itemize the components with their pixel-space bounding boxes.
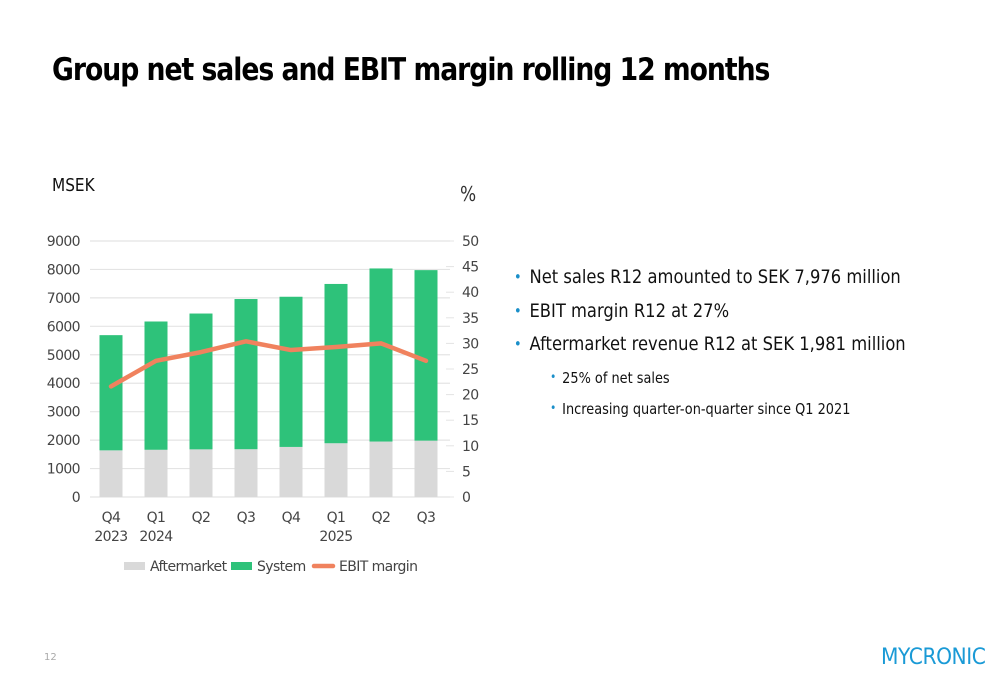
ebit-margin-line [108,339,429,389]
bar-system [189,313,213,450]
x-axis-tick-label: Q4 [102,510,121,526]
left-axis-ticks: 0 1000 2000 3000 4000 5000 6000 7000 8000 9000 [47,234,81,506]
net-sales-ebit-chart: 0 1000 2000 3000 4000 5000 6000 7000 8000 9000 0 5… [47,234,479,575]
bar-system [234,299,258,450]
legend-aftermarket-label: Aftermarket [150,559,228,575]
bar-aftermarket [99,450,123,497]
x-axis-tick-label: Q2 [372,510,391,526]
left-axis-tick-label: 4000 [47,376,80,392]
page-number: 12 [44,652,57,663]
x-axis-tick-year-label: 2023 [94,529,127,545]
left-axis-tick-label: 8000 [47,262,80,278]
ebit-margin-series-line [108,339,429,389]
bar-system [99,335,123,451]
bullet-text: Increasing quarter-on-quarter since Q1 2… [562,399,851,418]
x-axis-ticks: Q4 2023 Q1 2024 Q2 Q3 Q4 Q1 2025 Q2 Q3 [94,510,436,545]
bar-system [144,321,168,450]
slide-title: Group net sales and EBIT margin rolling … [52,52,770,88]
x-axis-tick-year-label: 2024 [139,529,173,545]
bar-system [414,270,438,441]
left-axis-tick-label: 2000 [47,433,80,449]
bullet-item: • 25% of net sales [514,369,906,398]
left-axis-tick-label: 7000 [47,291,80,307]
x-axis-tick-year-label: 2025 [319,529,352,545]
right-axis-tick-label: 50 [462,234,479,250]
x-axis-tick-label: Q3 [417,510,436,526]
bar-system [279,296,303,447]
x-axis-tick-label: Q2 [192,510,211,526]
right-axis-unit-label: % [460,182,477,206]
legend-aftermarket-swatch [124,562,145,570]
left-axis-tick-label: 9000 [47,234,80,250]
bullet-dot-icon: • [514,335,522,353]
bar-aftermarket [324,443,348,497]
bullet-dot-icon: • [514,301,522,320]
bar-aftermarket [234,449,258,497]
bullet-dot-icon: • [550,369,557,384]
bullet-text: 25% of net sales [562,368,670,387]
bullet-item: • EBIT margin R12 at 27% [514,300,906,334]
bullet-text: EBIT margin R12 at 27% [529,299,730,322]
left-axis-tick-label: 1000 [47,462,80,478]
bullet-item: • Net sales R12 amounted to SEK 7,976 mil… [514,266,906,300]
bar-aftermarket [189,449,213,497]
bar-aftermarket [144,449,168,497]
right-axis-tick-label: 25 [462,362,479,378]
bullet-item: • Aftermarket revenue R12 at SEK 1,981 mi… [514,333,906,367]
right-axis-tick-label: 0 [462,490,470,506]
left-axis-tick-label: 0 [72,490,80,506]
key-points-list: • Net sales R12 amounted to SEK 7,976 mil… [514,266,969,429]
x-axis-tick-label: Q1 [327,510,346,526]
left-axis-tick-label: 6000 [47,319,80,335]
bar-aftermarket [414,440,438,497]
right-axis-tick-label: 15 [462,413,479,429]
right-axis-tick-label: 35 [462,311,479,327]
bar-system [369,268,393,442]
right-axis-tick-label: 40 [462,285,479,301]
bar-aftermarket [279,446,303,497]
right-axis-tick-label: 10 [462,439,479,455]
bullet-dot-icon: • [514,268,522,286]
chart-legend: Aftermarket System EBIT margin [124,559,418,575]
left-axis-tick-label: 5000 [47,348,80,364]
bar-system [324,283,348,444]
bullet-item: • Increasing quarter-on-quarter since Q1 … [514,400,906,429]
bullet-dot-icon: • [550,400,557,415]
x-axis-tick-label: Q1 [147,510,166,526]
legend-system-label: System [257,559,306,575]
right-axis-ticks: 0 5 10 15 20 25 30 35 40 45 50 [462,234,479,506]
legend-ebit-label: EBIT margin [339,559,417,575]
left-axis-tick-label: 3000 [47,405,80,421]
right-axis-tick-label: 20 [462,388,479,404]
x-axis-tick-label: Q4 [282,510,301,526]
bars [99,268,438,497]
bullet-text: Aftermarket revenue R12 at SEK 1,981 mil… [529,333,906,355]
mycronic-logo: MYCRONIC [881,645,986,670]
right-axis-tick-label: 5 [462,464,470,480]
right-axis-tick-label: 45 [462,260,479,276]
bullet-text: Net sales R12 amounted to SEK 7,976 mill… [529,266,901,288]
left-axis-unit-label: MSEK [52,175,95,196]
x-axis-tick-label: Q3 [237,510,256,526]
right-axis-tick-label: 30 [462,336,479,352]
legend-system-swatch [231,562,252,570]
bar-aftermarket [369,441,393,497]
